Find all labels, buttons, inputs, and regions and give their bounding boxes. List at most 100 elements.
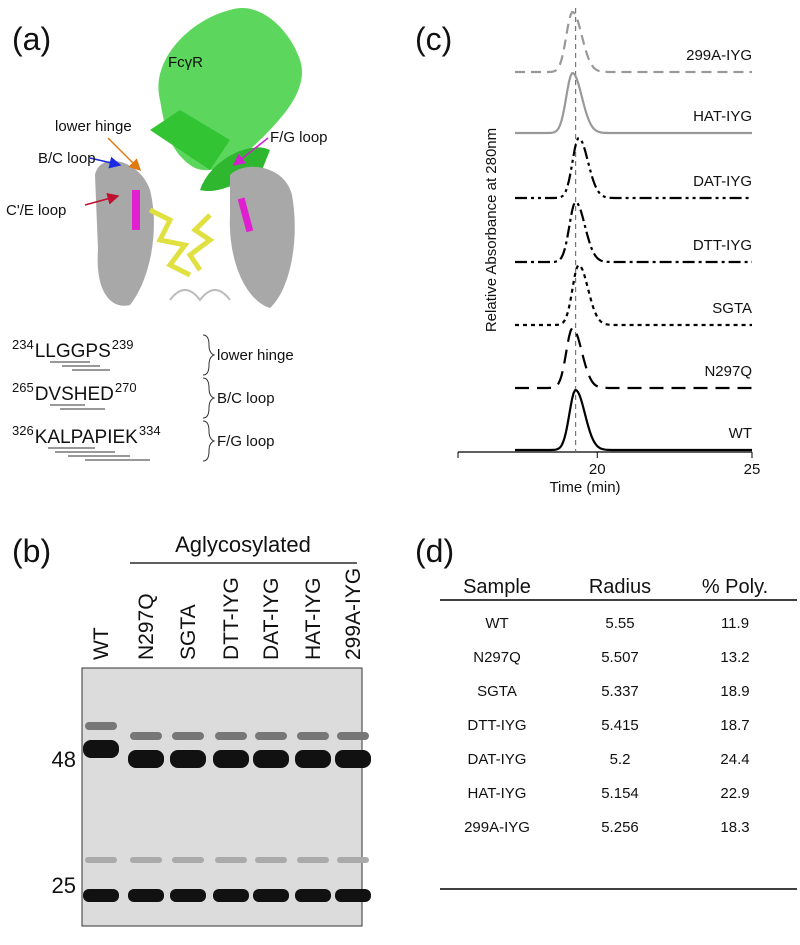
trace [515, 389, 752, 452]
table-cell: 5.415 [601, 717, 639, 734]
lane-label: SGTA [177, 604, 200, 660]
residue-number: 234 [12, 337, 34, 352]
table-cell: 5.256 [601, 819, 639, 836]
callout: F/G loop [270, 129, 328, 146]
band [337, 857, 369, 863]
band [253, 750, 289, 768]
band [335, 889, 371, 902]
band [130, 732, 162, 740]
residue-number: 270 [115, 380, 137, 395]
bracket [202, 334, 216, 376]
band [172, 732, 204, 740]
trace-label: SGTA [712, 300, 752, 317]
panel-label: (d) [415, 533, 454, 569]
panel-label: (a) [12, 21, 51, 57]
band [128, 889, 164, 902]
table-cell: N297Q [473, 649, 521, 666]
lane-label: N297Q [135, 593, 158, 660]
trace-label: N297Q [704, 363, 752, 380]
trace [515, 11, 752, 74]
callout: lower hinge [55, 118, 132, 135]
table-cell: 18.9 [720, 683, 749, 700]
table-cell: 18.7 [720, 717, 749, 734]
table-cell: 5.154 [601, 785, 639, 802]
table-header: Sample [463, 576, 531, 598]
callout: B/C loop [38, 150, 96, 167]
band [297, 732, 329, 740]
bracket [202, 420, 216, 462]
table-cell: SGTA [477, 683, 517, 700]
table-header: Radius [589, 576, 651, 598]
table-cell: 5.507 [601, 649, 639, 666]
x-tick-label: 25 [744, 461, 761, 478]
marker-label: 48 [52, 747, 76, 772]
table-cell: 18.3 [720, 819, 749, 836]
trace [515, 264, 752, 327]
lane-label: HAT-IYG [302, 578, 325, 660]
band [83, 889, 119, 902]
trace [515, 72, 752, 135]
sequence: KALPAPIEK [35, 427, 138, 448]
lane-label: 299A-IYG [342, 568, 365, 660]
band [213, 750, 249, 768]
residue-number: 326 [12, 423, 34, 438]
y-axis-label: Relative Absorbance at 280nm [483, 128, 500, 332]
table-cell: 24.4 [720, 751, 749, 768]
lane-label: DAT-IYG [260, 578, 283, 660]
region-label: B/C loop [217, 390, 275, 407]
bracket [202, 377, 216, 419]
region-label: lower hinge [217, 347, 294, 364]
band [337, 732, 369, 740]
callout: C'/E loop [6, 202, 66, 219]
table-cell: DTT-IYG [467, 717, 526, 734]
region-label: F/G loop [217, 433, 275, 450]
lane-label: WT [90, 627, 113, 660]
band [85, 857, 117, 863]
panel-label: (b) [12, 533, 51, 569]
lane-label: DTT-IYG [220, 577, 243, 660]
table-cell: 5.337 [601, 683, 639, 700]
table-header: % Poly. [702, 576, 768, 598]
band [170, 750, 206, 768]
trace-label: WT [729, 425, 752, 442]
band [85, 722, 117, 730]
band [295, 750, 331, 768]
band [170, 889, 206, 902]
trace-label: DTT-IYG [693, 237, 752, 254]
sequence: DVSHED [35, 384, 114, 405]
x-tick-label: 20 [589, 461, 606, 478]
table-cell: DAT-IYG [468, 751, 527, 768]
band [128, 750, 164, 768]
table-cell: 22.9 [720, 785, 749, 802]
trace-label: DAT-IYG [693, 173, 752, 190]
band [215, 732, 247, 740]
gel [81, 667, 363, 927]
trace [515, 327, 752, 390]
band [83, 740, 119, 758]
band [213, 889, 249, 902]
trace [515, 137, 752, 200]
table-cell: 5.55 [605, 615, 634, 632]
residue-number: 265 [12, 380, 34, 395]
band [172, 857, 204, 863]
x-axis-label: Time (min) [549, 479, 620, 496]
band [297, 857, 329, 863]
band [130, 857, 162, 863]
trace-label: 299A-IYG [686, 47, 752, 64]
receptor-label: FcγR [168, 54, 203, 71]
callout-arrows [84, 137, 269, 206]
band [255, 857, 287, 863]
table-cell: 5.2 [610, 751, 631, 768]
band [255, 732, 287, 740]
trace-label: HAT-IYG [693, 108, 752, 125]
residue-number: 334 [139, 423, 161, 438]
table-cell: HAT-IYG [468, 785, 527, 802]
table-cell: 11.9 [721, 615, 749, 632]
table-cell: WT [485, 615, 508, 632]
band [215, 857, 247, 863]
group-label: Aglycosylated [175, 532, 311, 557]
sequence: LLGGPS [35, 341, 111, 362]
marker-label: 25 [52, 873, 76, 898]
table-cell: 299A-IYG [464, 819, 530, 836]
